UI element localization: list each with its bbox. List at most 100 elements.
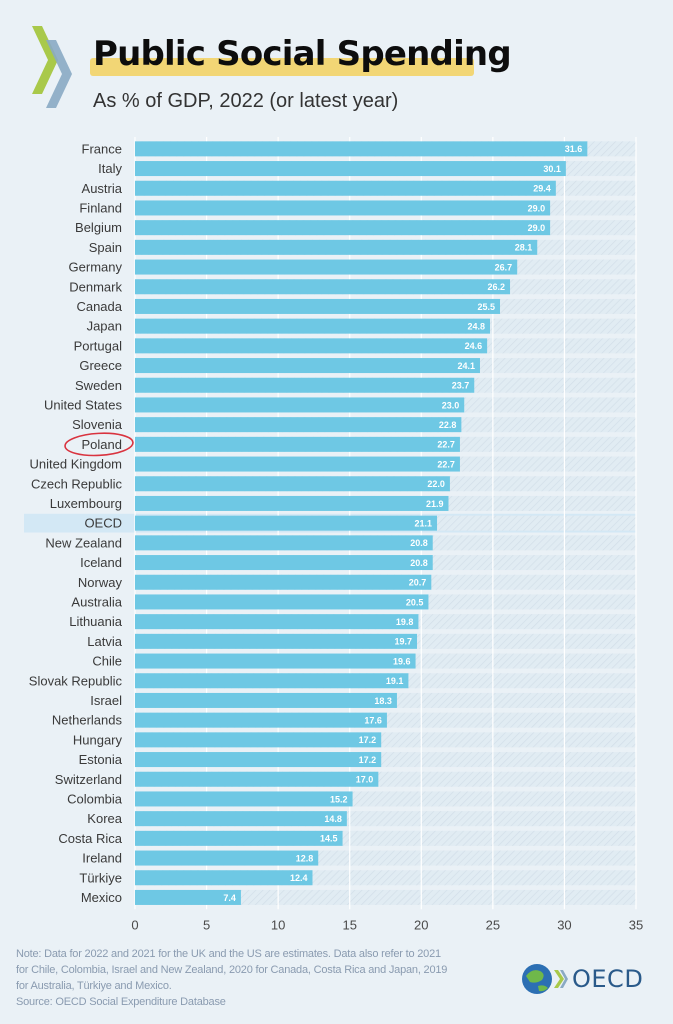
category-label: Italy — [98, 161, 122, 176]
x-tick-label: 25 — [486, 917, 500, 932]
x-tick-label: 35 — [629, 917, 643, 932]
bar — [135, 377, 475, 393]
value-label: 30.1 — [543, 164, 561, 174]
category-label: Belgium — [75, 220, 122, 235]
category-label: Australia — [71, 594, 122, 609]
category-label: Portugal — [74, 338, 123, 353]
category-label: Finland — [79, 200, 122, 215]
bar — [135, 712, 387, 728]
value-label: 21.9 — [426, 499, 444, 509]
bar — [135, 850, 319, 866]
bar — [135, 180, 556, 196]
bar — [135, 771, 379, 787]
value-label: 25.5 — [477, 302, 495, 312]
note-line: Note: Data for 2022 and 2021 for the UK … — [16, 948, 441, 960]
category-label: Estonia — [79, 752, 123, 767]
bar — [135, 594, 429, 610]
category-label: Czech Republic — [31, 476, 123, 491]
value-label: 17.0 — [356, 775, 374, 785]
category-label: Greece — [79, 358, 122, 373]
value-label: 17.6 — [364, 715, 382, 725]
bar — [135, 417, 462, 433]
note-line: for Chile, Colombia, Israel and New Zeal… — [16, 964, 448, 976]
category-label: Hungary — [73, 732, 123, 747]
bar — [135, 495, 449, 511]
value-label: 23.0 — [442, 400, 460, 410]
category-label: Ireland — [82, 851, 122, 866]
value-label: 22.8 — [439, 420, 457, 430]
source-line: Source: OECD Social Expenditure Database — [16, 996, 226, 1008]
value-label: 20.5 — [406, 597, 424, 607]
value-label: 19.6 — [393, 656, 411, 666]
value-label: 26.7 — [495, 262, 513, 272]
bar — [135, 732, 382, 748]
oecd-chevron-logo — [32, 26, 72, 108]
category-label: OECD — [84, 516, 122, 531]
oecd-logo-text: OECD — [572, 965, 644, 993]
bar — [135, 830, 343, 846]
value-label: 19.1 — [386, 676, 404, 686]
bar — [135, 436, 460, 452]
bar — [135, 200, 551, 216]
bar — [135, 358, 480, 374]
value-label: 17.2 — [359, 735, 377, 745]
bar — [135, 633, 417, 649]
value-label: 20.7 — [409, 578, 427, 588]
bar — [135, 476, 450, 492]
footnote: Note: Data for 2022 and 2021 for the UK … — [16, 946, 506, 1010]
title-highlight-bar — [90, 58, 474, 76]
category-label: Denmark — [69, 279, 122, 294]
category-label: Türkiye — [79, 870, 122, 885]
bar — [135, 141, 588, 157]
bar — [135, 811, 347, 827]
bar — [135, 614, 419, 630]
bar — [135, 161, 566, 177]
bar — [135, 752, 382, 768]
bar — [135, 574, 432, 590]
x-tick-label: 20 — [414, 917, 428, 932]
value-label: 18.3 — [374, 696, 392, 706]
bar — [135, 456, 460, 472]
x-tick-label: 5 — [203, 917, 210, 932]
category-label: Netherlands — [52, 713, 123, 728]
bar — [135, 653, 416, 669]
bar — [135, 535, 433, 551]
category-label: New Zealand — [45, 535, 122, 550]
bar — [135, 692, 397, 708]
value-label: 17.2 — [359, 755, 377, 765]
value-label: 29.4 — [533, 184, 551, 194]
value-label: 29.0 — [528, 203, 546, 213]
bar — [135, 870, 313, 886]
bar — [135, 555, 433, 571]
value-label: 19.7 — [394, 637, 412, 647]
bar — [135, 298, 501, 314]
value-label: 22.7 — [437, 440, 455, 450]
bar — [135, 259, 518, 275]
category-label: Canada — [76, 299, 122, 314]
chart-title: Public Social Spending — [93, 34, 512, 74]
value-label: 20.8 — [410, 558, 428, 568]
value-label: 24.1 — [457, 361, 475, 371]
chart-subtitle: As % of GDP, 2022 (or latest year) — [93, 90, 399, 112]
value-label: 28.1 — [515, 243, 533, 253]
category-label: Slovak Republic — [29, 673, 123, 688]
value-label: 7.4 — [223, 893, 236, 903]
category-label: Luxembourg — [50, 496, 122, 511]
bar — [135, 318, 490, 334]
bar-track-hatch — [135, 889, 636, 905]
category-label: Colombia — [67, 791, 123, 806]
category-label: France — [82, 141, 122, 156]
bar — [135, 673, 409, 689]
category-label: Poland — [82, 437, 122, 452]
category-label: United States — [44, 397, 123, 412]
category-label: Japan — [87, 319, 122, 334]
bar — [135, 889, 241, 905]
value-label: 31.6 — [565, 144, 583, 154]
category-label: Iceland — [80, 555, 122, 570]
value-label: 14.5 — [320, 834, 338, 844]
category-label: Korea — [87, 811, 122, 826]
category-label: Slovenia — [72, 417, 123, 432]
category-label: Latvia — [87, 634, 122, 649]
value-label: 24.8 — [467, 321, 485, 331]
value-label: 12.8 — [296, 853, 314, 863]
